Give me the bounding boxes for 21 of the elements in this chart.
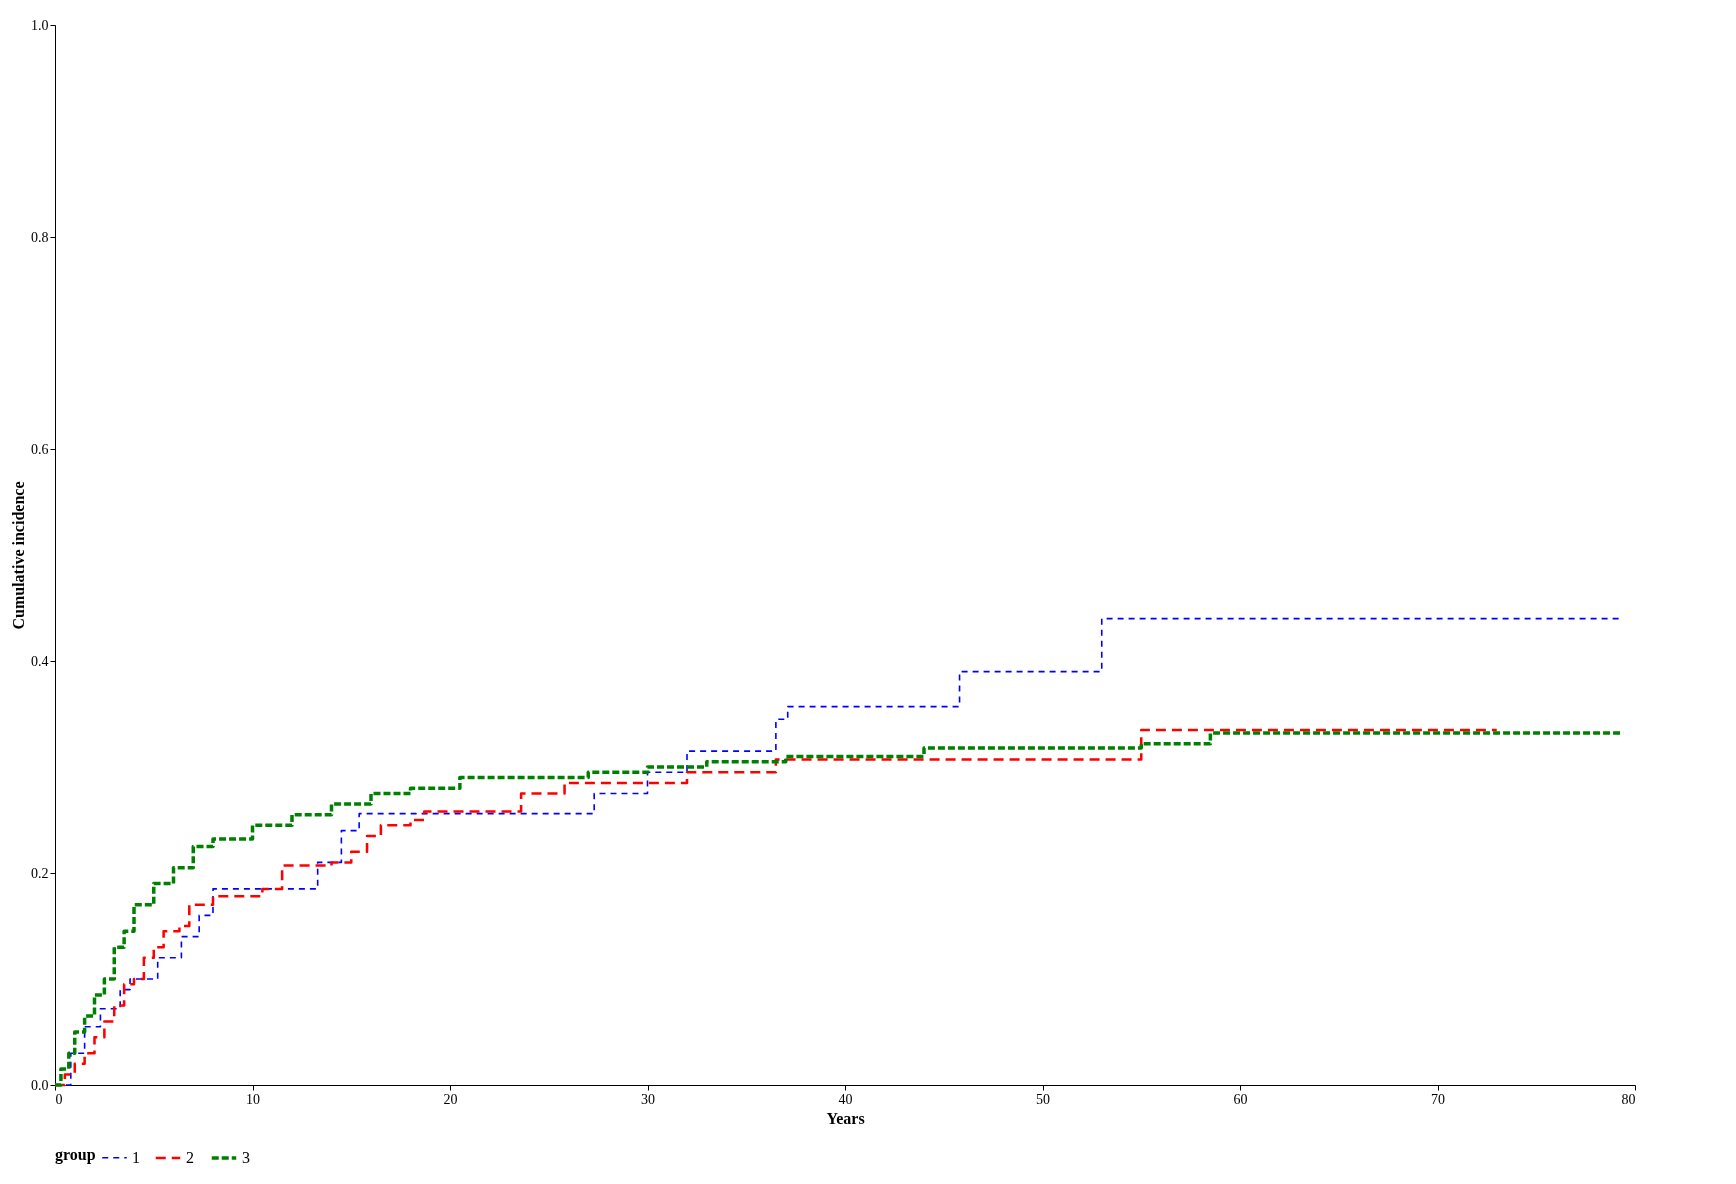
legend-title: group xyxy=(55,1146,96,1164)
legend-label: 2 xyxy=(186,1149,194,1166)
x-axis-title: Years xyxy=(826,1109,865,1127)
x-tick-label: 80 xyxy=(1621,1091,1636,1107)
x-tick-label: 60 xyxy=(1233,1091,1248,1107)
x-tick-label: 0 xyxy=(55,1091,63,1107)
legend-label: 1 xyxy=(132,1148,140,1166)
y-tick-label: 1.0 xyxy=(31,17,49,33)
legend-label: 3 xyxy=(242,1149,250,1166)
y-axis-title: Cumulative incidence xyxy=(10,481,27,630)
y-tick-label: 0.2 xyxy=(31,865,49,881)
x-tick-label: 20 xyxy=(443,1091,458,1107)
y-tick-label: 0.6 xyxy=(31,441,49,457)
x-tick-label: 30 xyxy=(641,1091,655,1107)
y-tick-label: 0.4 xyxy=(31,653,49,669)
y-tick-label: 0.0 xyxy=(31,1077,49,1093)
x-tick-label: 40 xyxy=(838,1091,853,1107)
x-tick-label: 50 xyxy=(1036,1091,1050,1107)
y-tick-label: 0.8 xyxy=(31,229,49,245)
x-tick-label: 70 xyxy=(1431,1091,1445,1107)
x-tick-label: 10 xyxy=(246,1091,260,1107)
